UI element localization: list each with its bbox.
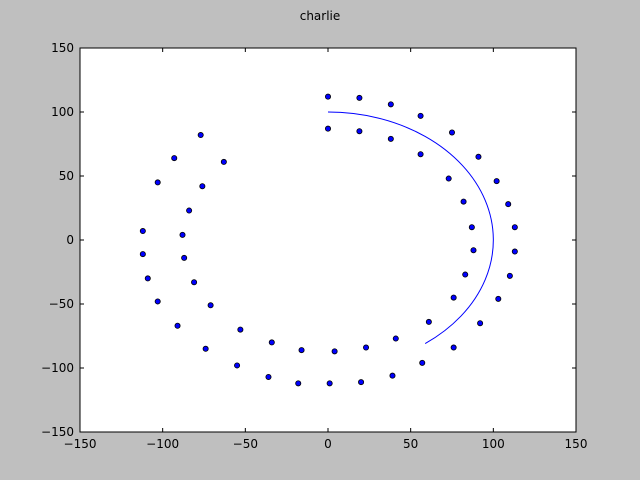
y-tick-label: −150 [41, 425, 74, 439]
scatter-point [425, 318, 432, 325]
series-line [327, 111, 494, 344]
y-tick-label: 100 [51, 105, 74, 119]
scatter-point [197, 132, 204, 139]
scatter-point [265, 373, 272, 380]
x-tick-label: 50 [403, 437, 418, 451]
scatter-point [450, 294, 457, 301]
scatter-point [181, 254, 188, 261]
scatter-point [363, 344, 370, 351]
plot-area [80, 48, 576, 432]
scatter-point [326, 380, 333, 387]
scatter-point [419, 359, 426, 366]
scatter-point [171, 155, 178, 162]
scatter-point [462, 271, 469, 278]
y-tick-label: −100 [41, 361, 74, 375]
scatter-point [324, 93, 331, 100]
y-tick-label: 150 [51, 41, 74, 55]
scatter-point [139, 228, 146, 235]
scatter-point [356, 128, 363, 135]
scatter-point [154, 179, 161, 186]
scatter-point [234, 362, 241, 369]
x-tick-label: 0 [324, 437, 332, 451]
scatter-point [477, 320, 484, 327]
x-tick-label: −100 [146, 437, 179, 451]
scatter-point [220, 158, 227, 165]
scatter-point [144, 275, 151, 282]
scatter-point [324, 125, 331, 132]
scatter-point [331, 348, 338, 355]
scatter-point [417, 151, 424, 158]
scatter-point [387, 135, 394, 142]
scatter-point [460, 198, 467, 205]
scatter-point [468, 224, 475, 231]
x-tick-label: −150 [64, 437, 97, 451]
scatter-point [387, 101, 394, 108]
scatter-point [268, 339, 275, 346]
scatter-point [445, 175, 452, 182]
scatter-point [450, 344, 457, 351]
scatter-point [139, 251, 146, 258]
scatter-point [493, 178, 500, 185]
scatter-point [495, 295, 502, 302]
scatter-point [237, 326, 244, 333]
x-tick-label: 100 [482, 437, 505, 451]
scatter-point [356, 94, 363, 101]
plot-frame [79, 47, 577, 433]
x-tick-label: 150 [565, 437, 588, 451]
x-tick-label: −50 [233, 437, 258, 451]
scatter-point [191, 279, 198, 286]
scatter-point [417, 112, 424, 119]
y-tick-label: −50 [49, 297, 74, 311]
scatter-point [199, 183, 206, 190]
scatter-point [448, 129, 455, 136]
scatter-point [174, 322, 181, 329]
scatter-point [186, 207, 193, 214]
scatter-point [295, 380, 302, 387]
scatter-point [392, 335, 399, 342]
scatter-point [505, 201, 512, 208]
scatter-point [298, 347, 305, 354]
tick-layer: −150 −100 −50 0 50 100 150 −150 −100 −50 0 50 100 150 [41, 41, 587, 451]
scatter-point [154, 298, 161, 305]
data-layer [139, 93, 518, 387]
scatter-point [506, 272, 513, 279]
scatter-point [202, 345, 209, 352]
scatter-point [511, 248, 518, 255]
scatter-point [207, 302, 214, 309]
scatter-point [475, 153, 482, 160]
chart-title: charlie [300, 9, 341, 23]
scatter-point [470, 247, 477, 254]
y-tick-label: 50 [59, 169, 74, 183]
scatter-point [358, 379, 365, 386]
scatter-point [179, 231, 186, 238]
y-tick-label: 0 [66, 233, 74, 247]
scatter-point [389, 372, 396, 379]
scatter-point [511, 224, 518, 231]
